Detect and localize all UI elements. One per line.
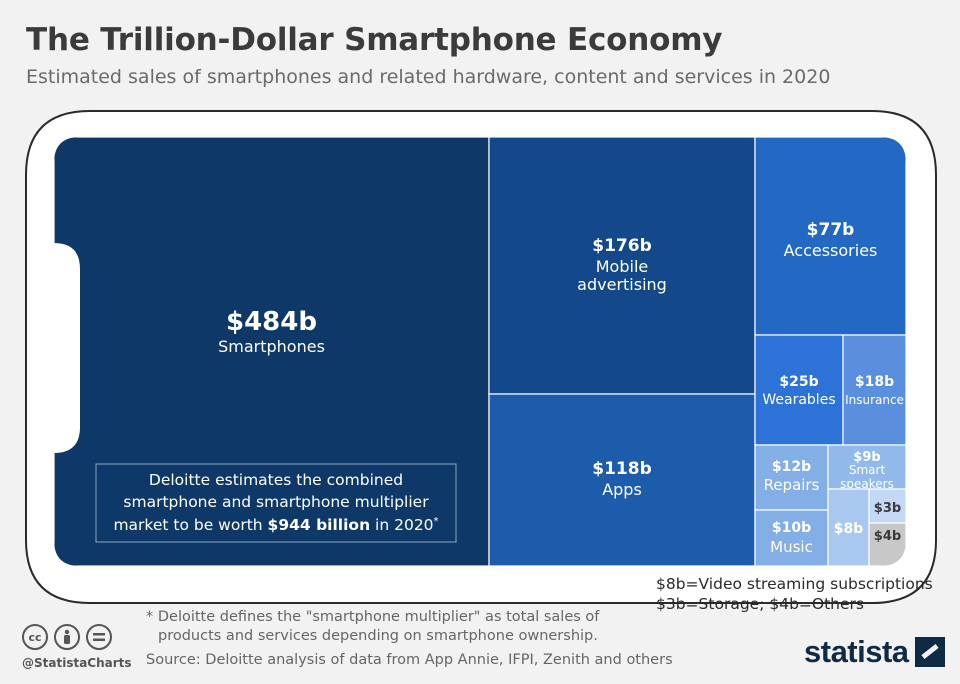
tile-music — [754, 509, 829, 566]
footnote-line-2: products and services depending on smart… — [158, 628, 598, 644]
legend-note-1: $8b=Video streaming subscriptions — [656, 575, 933, 593]
tile-value-smart-speakers: $9b — [853, 450, 880, 465]
tile-insurance — [842, 334, 906, 446]
logo-wordmark: statista — [804, 634, 909, 669]
footnote: * Deloitte defines the "smartphone multi… — [146, 608, 599, 646]
tile-value-3b: $3b — [874, 501, 901, 516]
callout-line-3-pre: market to be worth — [113, 516, 267, 534]
tile-4b — [868, 522, 906, 566]
chart-subtitle: Estimated sales of smartphones and relat… — [26, 66, 831, 88]
no-derivatives-icon[interactable] — [86, 624, 112, 650]
tile-smartphones — [54, 137, 490, 566]
tile-3b — [868, 488, 906, 524]
statista-logo[interactable]: statista — [804, 634, 945, 670]
svg-text:market to be worth $944 billio: market to be worth $944 billion in 2020* — [113, 516, 438, 534]
tile-value-smartphones: $484b — [226, 307, 317, 337]
tile-value-repairs: $12b — [772, 459, 811, 475]
logo-icon — [914, 637, 945, 667]
chart-title: The Trillion-Dollar Smartphone Economy — [26, 22, 723, 58]
footnote-line-1: * Deloitte defines the "smartphone multi… — [146, 609, 600, 625]
tile-label-smart-speakers: Smart — [849, 463, 886, 477]
callout-line-1: Deloitte estimates the combined — [149, 471, 403, 489]
tile-label-apps: Apps — [602, 480, 642, 499]
tile-accessories — [754, 137, 906, 336]
attribution-icon[interactable] — [54, 624, 80, 650]
legend-note-2: $3b=Storage; $4b=Others — [656, 595, 864, 613]
twitter-handle[interactable]: @StatistaCharts — [22, 656, 132, 670]
tile-apps — [488, 393, 756, 566]
tile-label-repairs: Repairs — [764, 476, 820, 494]
tile-value-insurance: $18b — [855, 374, 894, 390]
tile-value-8b: $8b — [834, 521, 864, 537]
callout-line-2: smartphone and smartphone multiplier — [123, 493, 429, 511]
tile-wearables — [754, 334, 844, 446]
tile-label-smart-speakers: speakers — [840, 477, 894, 491]
tile-value-music: $10b — [772, 520, 811, 536]
tile-label-accessories: Accessories — [784, 241, 878, 260]
tile-8b — [827, 488, 870, 566]
callout-total: $944 billion — [268, 516, 371, 534]
tile-label-wearables: Wearables — [762, 392, 835, 408]
tile-value-apps: $118b — [592, 459, 651, 479]
tile-label-mobile-advertising: Mobile — [596, 257, 648, 276]
tile-value-mobile-advertising: $176b — [592, 236, 651, 256]
svg-text:smartphone and smartphone mult: smartphone and smartphone multiplier — [123, 493, 429, 511]
callout-line-3-post: in 2020 — [370, 516, 433, 534]
tile-label-music: Music — [770, 538, 813, 556]
tile-label-insurance: Insurance — [845, 393, 904, 407]
tile-value-wearables: $25b — [779, 374, 818, 390]
tile-smart-speakers — [827, 444, 906, 490]
source-note: Source: Deloitte analysis of data from A… — [146, 652, 673, 668]
svg-text:Deloitte estimates the combine: Deloitte estimates the combined — [149, 471, 403, 489]
legend-notes: $8b=Video streaming subscriptions $3b=St… — [656, 574, 933, 614]
tile-value-accessories: $77b — [807, 220, 855, 240]
tile-repairs — [754, 444, 829, 511]
callout-box: Deloitte estimates the combined smartpho… — [95, 463, 457, 543]
tile-label-mobile-advertising: advertising — [577, 275, 667, 294]
tile-label-smartphones: Smartphones — [218, 337, 325, 356]
cc-icon[interactable]: cc — [22, 624, 48, 650]
tile-mobile-advertising — [488, 137, 756, 395]
tile-value-4b: $4b — [874, 529, 901, 544]
license-icons: cc — [22, 624, 112, 650]
callout-asterisk: * — [434, 516, 439, 527]
